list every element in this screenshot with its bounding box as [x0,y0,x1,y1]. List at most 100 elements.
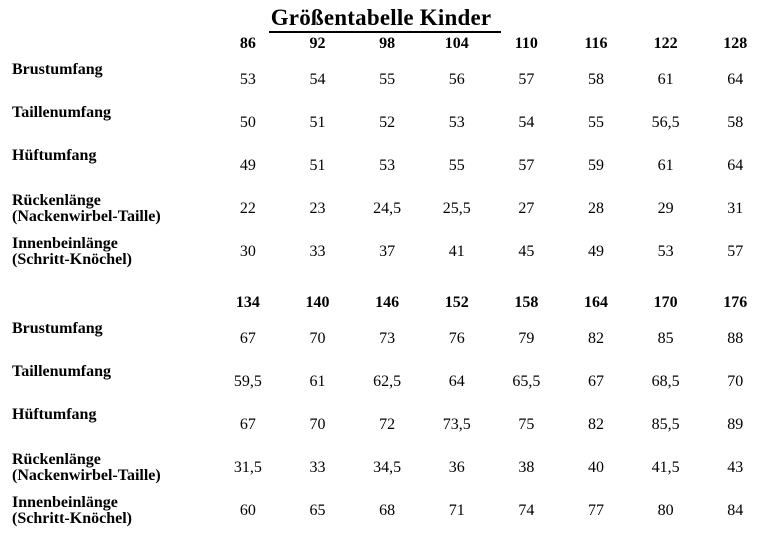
measurement-row: Brustumfang 67 70 73 76 79 82 85 88 [0,317,770,360]
measurement-value: 82 [587,415,604,433]
measurement-label-text: Brustumfang [12,61,103,78]
measurement-value: 70 [727,372,744,390]
measurement-value: 24,5 [373,199,402,217]
measurement-value: 25,5 [442,199,471,217]
measurement-value: 41,5 [651,458,680,476]
measurement-row: Innenbeinlänge (Schritt-Knöchel) 30 33 37 41 4… [0,230,770,273]
measurement-label-text: Rückenlänge [12,191,101,209]
measurement-label-text: Rückenlänge [12,450,101,468]
measurement-label: Taillenumfang [0,101,213,121]
measurement-row: Hüftumfang 49 51 53 55 57 59 61 64 [0,144,770,187]
size-column-header: 122 [653,35,678,52]
measurement-value: 28 [587,199,604,217]
measurement-value: 61 [657,70,674,88]
measurement-label: Hüftumfang [0,403,213,423]
measurement-value: 79 [518,329,535,347]
measurement-label-text: Brustumfang [12,320,103,337]
measurement-value: 40 [587,458,604,476]
size-column-header: 158 [514,294,539,311]
measurement-label: Rückenlänge (Nackenwirbel-Taille) [0,450,213,484]
measurement-value: 71 [448,501,465,519]
measurement-value: 36 [448,458,465,476]
size-column-header: 92 [309,35,326,52]
measurement-label-text: Hüftumfang [12,147,97,164]
measurement-row: Hüftumfang 67 70 72 73,5 75 82 85,5 89 [0,403,770,446]
size-column-header: 134 [235,294,260,311]
measurement-value: 73,5 [442,415,471,433]
measurement-value: 33 [309,242,326,260]
measurement-value: 23 [309,199,326,217]
measurement-value: 51 [309,156,326,174]
size-column-header: 110 [514,35,538,52]
measurement-value: 22 [239,199,256,217]
measurement-value: 56 [448,70,465,88]
measurement-value: 77 [587,501,604,519]
measurement-value: 68 [379,501,396,519]
measurement-value: 37 [379,242,396,260]
measurement-value: 65,5 [512,372,541,390]
measurement-value: 53 [379,156,396,174]
size-column-header: 86 [239,35,256,52]
measurement-value: 58 [587,70,604,88]
measurement-label-subtext: (Schritt-Knöchel) [12,509,132,527]
measurement-value: 31,5 [233,458,262,476]
measurement-label-text: Innenbeinlänge [12,493,118,511]
measurement-value: 53 [239,70,256,88]
measurement-value: 64 [727,70,744,88]
measurement-value: 61 [657,156,674,174]
size-header-row: 86 92 98 104 110 116 122 128 [0,34,770,58]
measurement-label: Hüftumfang [0,144,213,164]
measurement-label-text: Taillenumfang [12,363,111,380]
measurement-value: 41 [448,242,465,260]
measurement-value: 54 [518,113,535,131]
measurement-label-text: Taillenumfang [12,104,111,121]
measurement-value: 76 [448,329,465,347]
measurement-value: 70 [309,415,326,433]
measurement-value: 88 [727,329,744,347]
size-column-header: 104 [444,35,469,52]
measurement-label: Brustumfang [0,58,213,78]
measurement-label: Taillenumfang [0,360,213,380]
size-column-header: 128 [723,35,748,52]
measurement-value: 64 [448,372,465,390]
measurement-value: 65 [309,501,326,519]
size-column-header: 146 [375,294,400,311]
measurement-value: 49 [239,156,256,174]
measurement-row: Brustumfang 53 54 55 56 57 58 61 64 [0,58,770,101]
measurement-value: 67 [239,329,256,347]
title-row: Größentabelle Kinder [0,0,770,34]
measurement-value: 49 [587,242,604,260]
size-column-header: 140 [305,294,330,311]
measurement-value: 62,5 [373,372,402,390]
measurement-value: 85,5 [651,415,680,433]
size-column-header: 98 [379,35,396,52]
measurement-row: Rückenlänge (Nackenwirbel-Taille) 22 23 24,5… [0,187,770,230]
measurement-value: 51 [309,113,326,131]
measurement-value: 82 [587,329,604,347]
measurement-label-subtext: (Schritt-Knöchel) [12,250,132,268]
measurement-label: Innenbeinlänge (Schritt-Knöchel) [0,493,213,527]
measurement-label-text: Hüftumfang [12,406,97,423]
measurement-row: Innenbeinlänge (Schritt-Knöchel) 60 65 68 71 7… [0,489,770,532]
size-column-header: 164 [583,294,608,311]
measurement-label: Rückenlänge (Nackenwirbel-Taille) [0,191,213,225]
measurement-value: 43 [727,458,744,476]
size-header-row: 134 140 146 152 158 164 170 176 [0,293,770,317]
measurement-label: Innenbeinlänge (Schritt-Knöchel) [0,234,213,268]
measurement-value: 67 [239,415,256,433]
measurement-value: 59,5 [233,372,262,390]
size-column-header: 176 [723,294,748,311]
measurement-value: 72 [379,415,396,433]
measurement-value: 55 [587,113,604,131]
measurement-value: 53 [657,242,674,260]
measurement-value: 55 [448,156,465,174]
size-column-header: 116 [584,35,608,52]
measurement-value: 85 [657,329,674,347]
measurement-label-text: Innenbeinlänge [12,234,118,252]
measurement-value: 52 [379,113,396,131]
page-title: Größentabelle Kinder [268,6,502,33]
measurement-row: Rückenlänge (Nackenwirbel-Taille) 31,5 33 34… [0,446,770,489]
size-table: 86 92 98 104 110 116 122 128 Brustumfang 53 54 55 56… [0,34,770,532]
measurement-value: 31 [727,199,744,217]
